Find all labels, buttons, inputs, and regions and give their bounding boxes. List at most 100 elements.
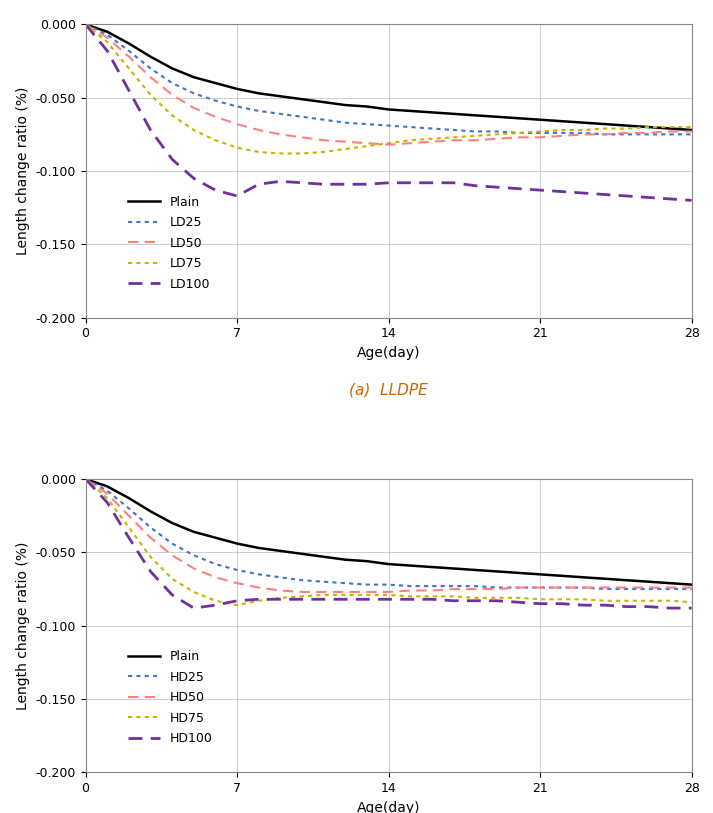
LD100 <box>666 194 674 204</box>
Plain <box>384 559 393 569</box>
LD100 <box>449 178 458 188</box>
Plain <box>125 493 133 503</box>
HD50 <box>666 583 674 593</box>
Plain <box>558 116 566 126</box>
HD100 <box>493 596 501 606</box>
LD25 <box>211 96 220 106</box>
Plain <box>298 94 307 104</box>
X-axis label: Age(day): Age(day) <box>356 346 421 360</box>
HD100 <box>536 599 545 609</box>
HD50 <box>168 550 176 560</box>
HD50 <box>81 474 90 484</box>
LD100 <box>428 178 436 188</box>
LD100 <box>622 191 631 201</box>
Plain <box>428 107 436 117</box>
Plain <box>146 52 155 62</box>
LD100 <box>558 187 566 197</box>
Plain <box>81 474 90 484</box>
Plain <box>644 122 652 132</box>
HD25 <box>449 581 458 591</box>
Y-axis label: Length change ratio (%): Length change ratio (%) <box>16 87 30 255</box>
LD25 <box>666 129 674 139</box>
HD50 <box>406 585 414 595</box>
Plain <box>319 98 328 107</box>
LD50 <box>211 112 220 122</box>
HD25 <box>579 583 588 593</box>
LD75 <box>232 143 241 153</box>
LD50 <box>319 136 328 146</box>
LD25 <box>514 128 523 137</box>
LD25 <box>341 118 349 128</box>
LD100 <box>319 180 328 189</box>
Plain <box>428 562 436 572</box>
LD75 <box>428 134 436 144</box>
HD25 <box>319 576 328 586</box>
LD25 <box>319 115 328 124</box>
HD100 <box>232 596 241 606</box>
HD75 <box>146 552 155 562</box>
HD75 <box>449 592 458 602</box>
HD25 <box>644 585 652 594</box>
HD50 <box>319 587 328 597</box>
HD100 <box>449 596 458 606</box>
HD50 <box>146 533 155 542</box>
HD50 <box>428 585 436 595</box>
Plain <box>341 100 349 110</box>
LD25 <box>428 124 436 133</box>
HD100 <box>103 498 111 507</box>
LD50 <box>601 129 610 139</box>
HD75 <box>125 523 133 533</box>
LD25 <box>449 125 458 135</box>
HD25 <box>81 474 90 484</box>
HD75 <box>471 593 479 602</box>
LD75 <box>146 90 155 100</box>
HD25 <box>363 580 371 589</box>
LD50 <box>558 131 566 141</box>
LD50 <box>428 137 436 146</box>
HD75 <box>428 592 436 602</box>
Plain <box>514 113 523 123</box>
LD100 <box>298 178 307 188</box>
HD50 <box>514 583 523 593</box>
HD100 <box>363 594 371 604</box>
HD25 <box>622 585 631 594</box>
LD50 <box>255 125 263 135</box>
LD100 <box>341 180 349 189</box>
Legend: Plain, LD25, LD50, LD75, LD100: Plain, LD25, LD50, LD75, LD100 <box>122 189 216 297</box>
HD100 <box>558 599 566 609</box>
LD75 <box>471 131 479 141</box>
HD25 <box>276 572 284 582</box>
LD75 <box>81 20 90 29</box>
HD50 <box>298 587 307 597</box>
Line: LD100: LD100 <box>86 24 692 200</box>
Line: LD75: LD75 <box>86 24 692 154</box>
HD25 <box>536 583 545 593</box>
LD100 <box>276 176 284 186</box>
HD50 <box>211 572 220 582</box>
Plain <box>601 574 610 584</box>
HD100 <box>514 598 523 607</box>
HD50 <box>232 578 241 588</box>
HD75 <box>558 594 566 604</box>
Plain <box>103 481 111 491</box>
LD100 <box>493 182 501 192</box>
HD25 <box>211 559 220 569</box>
Plain <box>276 91 284 101</box>
HD50 <box>276 585 284 595</box>
HD25 <box>687 585 696 594</box>
HD25 <box>168 539 176 549</box>
HD75 <box>190 587 198 597</box>
HD100 <box>579 600 588 610</box>
HD100 <box>255 594 263 604</box>
LD25 <box>644 129 652 139</box>
HD75 <box>622 596 631 606</box>
LD75 <box>514 128 523 137</box>
LD50 <box>298 133 307 142</box>
Y-axis label: Length change ratio (%): Length change ratio (%) <box>16 541 30 710</box>
Plain <box>449 563 458 573</box>
Plain <box>103 27 111 37</box>
Plain <box>406 106 414 115</box>
Plain <box>493 567 501 576</box>
LD100 <box>514 184 523 193</box>
Plain <box>514 568 523 578</box>
